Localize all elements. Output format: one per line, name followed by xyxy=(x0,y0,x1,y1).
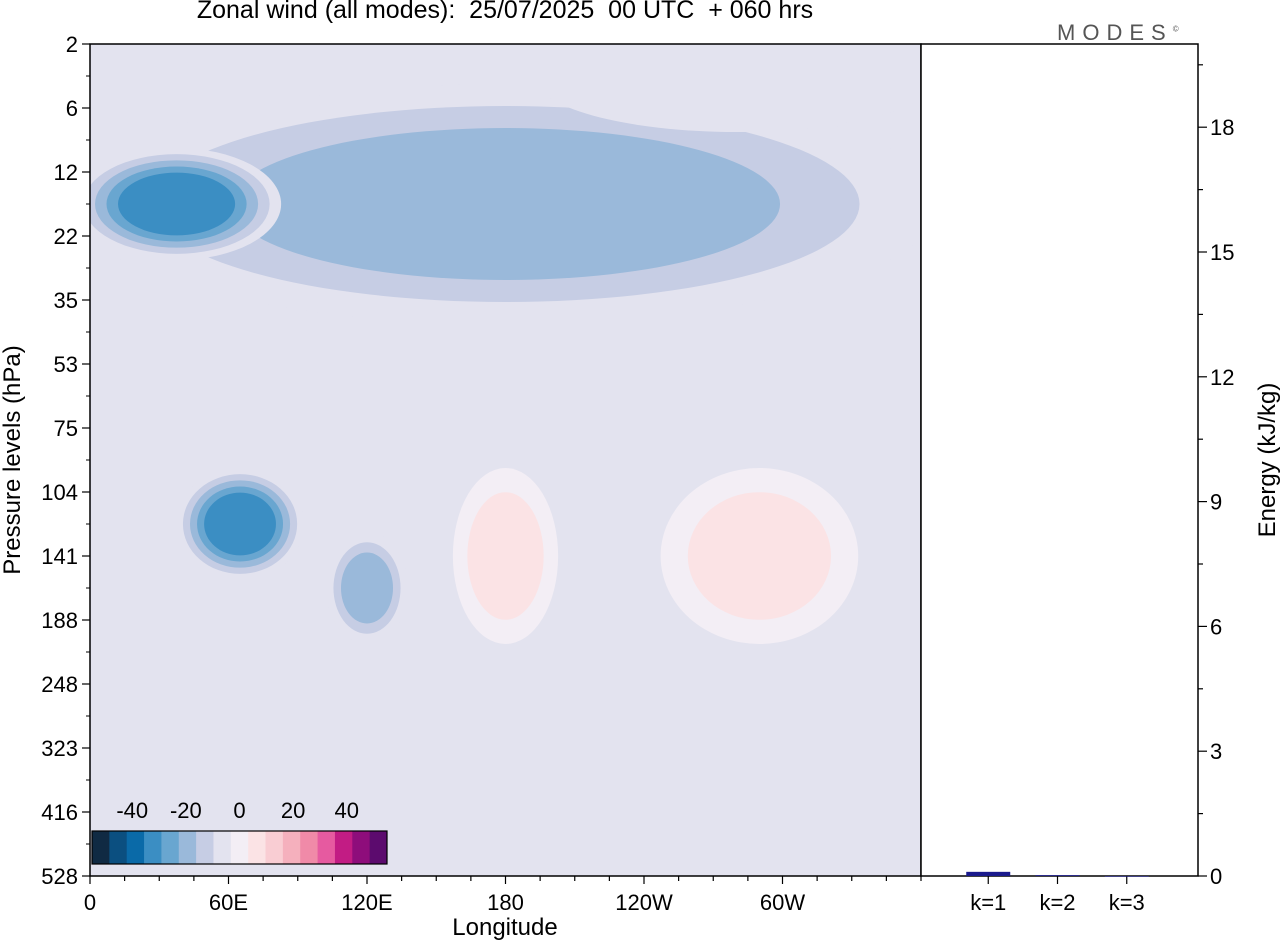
x-tick-label: 60W xyxy=(760,890,805,915)
colorbar: -40 -20 0 20 40 xyxy=(91,798,388,865)
colorbar-swatch xyxy=(178,831,197,864)
energy-tick-label: 18 xyxy=(1210,115,1234,140)
energy-tick-label: 0 xyxy=(1210,864,1222,889)
y-tick-label: 528 xyxy=(41,864,78,889)
colorbar-tick-label: -40 xyxy=(116,798,148,823)
energy-axis-title: Energy (kJ/kg) xyxy=(1254,383,1280,538)
y-tick-label: 188 xyxy=(41,608,78,633)
y-tick-label: 53 xyxy=(54,352,78,377)
x-tick-label: 120E xyxy=(341,890,392,915)
colorbar-swatch xyxy=(230,831,249,864)
x-tick-label: 0 xyxy=(84,890,96,915)
y-tick-label: 141 xyxy=(41,544,78,569)
colorbar-tick-label: 40 xyxy=(335,798,359,823)
y-tick-label: 104 xyxy=(41,480,78,505)
energy-tick-label: 12 xyxy=(1210,365,1234,390)
colorbar-tick-label: 20 xyxy=(281,798,305,823)
colorbar-swatch xyxy=(334,831,353,864)
y-tick-label: 12 xyxy=(54,160,78,185)
colorbar-swatch xyxy=(282,831,301,864)
chart-title: Zonal wind (all modes): 25/07/2025 00 UT… xyxy=(196,0,814,24)
x-tick-label: 180 xyxy=(487,890,524,915)
contour-band xyxy=(687,492,832,620)
wind-field-contours xyxy=(90,44,921,876)
colorbar-swatch xyxy=(369,831,388,864)
contour-band xyxy=(340,552,394,624)
colorbar-swatch xyxy=(196,831,214,864)
contour-band xyxy=(230,128,781,280)
contour-band xyxy=(204,492,276,556)
energy-tick-label: 9 xyxy=(1210,490,1222,515)
energy-category-label: k=1 xyxy=(970,890,1006,915)
colorbar-swatch xyxy=(300,831,319,864)
y-tick-label: 2 xyxy=(66,32,78,57)
energy-tick-label: 15 xyxy=(1210,240,1234,265)
energy-tick-label: 6 xyxy=(1210,614,1222,639)
longitude-axis: 0 60E 120E 180 120W 60W xyxy=(84,876,922,915)
colorbar-swatch xyxy=(213,831,232,864)
colorbar-swatch xyxy=(92,831,110,864)
energy-bar-chart: 0 3 6 9 12 15 18 k=1 k=2 k=3 xyxy=(966,64,1234,915)
y-tick-label: 416 xyxy=(41,800,78,825)
x-tick-label: 60E xyxy=(209,890,248,915)
y-axis-title: Pressure levels (hPa) xyxy=(0,345,26,574)
colorbar-swatch xyxy=(161,831,180,864)
colorbar-swatch xyxy=(248,831,267,864)
x-tick-label: 120W xyxy=(615,890,673,915)
energy-category-label: k=2 xyxy=(1039,890,1075,915)
contour-band xyxy=(533,44,921,132)
energy-category-label: k=3 xyxy=(1109,890,1145,915)
y-tick-label: 6 xyxy=(66,96,78,121)
colorbar-swatch xyxy=(126,831,145,864)
colorbar-swatch xyxy=(352,831,371,864)
modes-logo: MODES© xyxy=(1057,20,1179,45)
y-tick-label: 22 xyxy=(54,224,78,249)
pressure-axis: 2 6 12 22 35 53 75 104 141 188 248 323 416 528 xyxy=(41,32,90,889)
colorbar-swatch xyxy=(144,831,162,864)
x-axis-title: Longitude xyxy=(452,914,557,941)
energy-bar xyxy=(1104,876,1149,877)
colorbar-tick-label: 0 xyxy=(233,798,245,823)
y-tick-label: 323 xyxy=(41,736,78,761)
contour-band xyxy=(118,172,236,236)
energy-bar xyxy=(966,871,1011,876)
colorbar-frame xyxy=(91,830,388,865)
contour-band xyxy=(467,492,544,620)
y-tick-label: 35 xyxy=(54,288,78,313)
colorbar-tick-label: -20 xyxy=(170,798,202,823)
colorbar-swatch xyxy=(109,831,128,864)
energy-bar xyxy=(1035,875,1080,876)
colorbar-swatch xyxy=(317,831,336,864)
energy-tick-label: 3 xyxy=(1210,739,1222,764)
y-tick-label: 248 xyxy=(41,672,78,697)
colorbar-swatch xyxy=(265,831,284,864)
energy-panel xyxy=(920,43,1199,877)
y-tick-label: 75 xyxy=(54,416,78,441)
